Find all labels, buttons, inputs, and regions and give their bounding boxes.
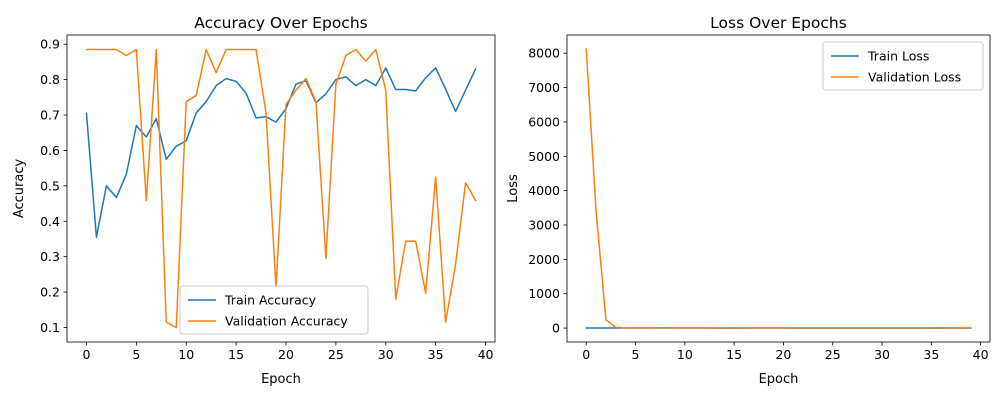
accuracy-x-tick-label: 30: [378, 347, 394, 362]
accuracy-x-axis: 0 5 10 15 20 25 30 35 40: [82, 342, 494, 362]
loss-x-tick-label: 20: [775, 347, 791, 362]
loss-legend-label: Validation Loss: [868, 70, 961, 85]
accuracy-y-tick-label: 0.8: [40, 72, 60, 87]
accuracy-y-tick-label: 0.3: [40, 249, 60, 264]
accuracy-y-tick-label: 0.7: [40, 108, 60, 123]
accuracy-x-tick-label: 10: [178, 347, 194, 362]
loss-y-tick-label: 3000: [528, 218, 560, 233]
loss-y-tick-label: 6000: [528, 114, 560, 129]
loss-x-axis: 0 5 10 15 20 25 30 35 40: [582, 342, 989, 362]
accuracy-chart: 0 5 10 15 20 25 30 35 40 0.10.20.30.40.50.60.70.…: [12, 14, 496, 387]
accuracy-legend-label: Validation Accuracy: [225, 314, 348, 329]
accuracy-y-tick-label: 0.2: [40, 285, 60, 300]
accuracy-legend-label: Train Accuracy: [224, 293, 317, 308]
loss-y-axis: 0 1000 2000 3000 4000 5000 6000 7000 8000: [528, 46, 567, 336]
loss-x-tick-label: 40: [973, 347, 989, 362]
accuracy-x-tick-label: 15: [228, 347, 244, 362]
loss-series-line-validation-loss: [585, 48, 972, 329]
loss-legend-box: [822, 41, 984, 91]
accuracy-y-tick-label: 0.4: [40, 214, 60, 229]
accuracy-x-tick-label: 0: [82, 347, 90, 362]
accuracy-y-tick-label: 0.1: [40, 320, 60, 335]
accuracy-x-tick-label: 5: [132, 347, 140, 362]
accuracy-x-tick-label: 20: [278, 347, 294, 362]
accuracy-x-tick-label: 35: [428, 347, 444, 362]
loss-x-tick-label: 10: [677, 347, 693, 362]
loss-x-tick-label: 35: [923, 347, 939, 362]
loss-chart: 0 5 10 15 20 25 30 35 40 0 1000 2000 3000 4000 5000 60…: [506, 14, 991, 387]
accuracy-y-axis: 0.1 0.2 0.3 0.4 0.5 0.6 0.7 0.8 0.9: [40, 37, 67, 335]
accuracy-x-tick-label: 40: [478, 347, 494, 362]
accuracy-y-tick-label: 0.5: [40, 178, 60, 193]
loss-y-tick-label: 2000: [528, 252, 560, 267]
loss-y-axis-label: Loss: [506, 174, 521, 203]
loss-x-tick-label: 0: [582, 347, 590, 362]
loss-x-axis-label: Epoch: [759, 372, 799, 387]
accuracy-y-axis-label: Accuracy: [12, 159, 27, 219]
accuracy-series-lines: [85, 48, 477, 329]
loss-y-tick-label: 5000: [528, 149, 560, 164]
accuracy-legend-box: [179, 285, 369, 335]
accuracy-x-tick-label: 25: [328, 347, 344, 362]
loss-chart-title: Loss Over Epochs: [710, 14, 847, 32]
accuracy-y-tick-label: 0.6: [40, 143, 60, 158]
loss-series-lines: [585, 48, 972, 329]
loss-x-tick-label: 15: [726, 347, 742, 362]
accuracy-legend: Train Accuracy Validation Accuracy: [179, 285, 369, 335]
accuracy-series-line-validation-accuracy: [85, 48, 477, 329]
loss-plot-frame: [566, 34, 991, 343]
loss-x-tick-label: 25: [825, 347, 841, 362]
accuracy-chart-title: Accuracy Over Epochs: [194, 14, 367, 32]
accuracy-x-axis-label: Epoch: [261, 372, 301, 387]
loss-y-tick-label: 4000: [528, 183, 560, 198]
loss-x-tick-label: 30: [874, 347, 890, 362]
accuracy-plot-frame: [66, 34, 496, 343]
loss-y-tick-label: 7000: [528, 80, 560, 95]
loss-y-tick-label: 1000: [528, 286, 560, 301]
loss-y-tick-label: 0: [552, 321, 560, 336]
accuracy-y-tick-label: 0.9: [40, 37, 60, 52]
loss-x-tick-label: 5: [632, 347, 640, 362]
loss-legend: Train Loss Validation Loss: [822, 41, 984, 91]
loss-legend-label: Train Loss: [867, 49, 929, 64]
loss-y-tick-label: 8000: [528, 46, 560, 61]
